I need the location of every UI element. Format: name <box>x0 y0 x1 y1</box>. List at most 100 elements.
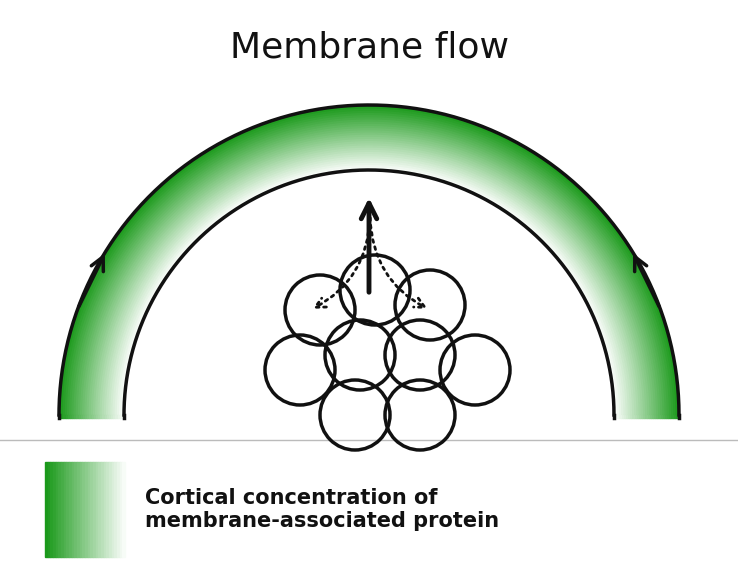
Polygon shape <box>85 415 87 418</box>
Polygon shape <box>83 129 655 415</box>
Polygon shape <box>83 415 85 418</box>
Polygon shape <box>630 415 631 418</box>
Polygon shape <box>115 415 117 418</box>
Polygon shape <box>96 462 98 557</box>
Polygon shape <box>653 415 655 418</box>
Polygon shape <box>68 114 670 415</box>
Polygon shape <box>87 133 651 415</box>
Polygon shape <box>107 415 108 418</box>
Polygon shape <box>76 122 662 415</box>
Polygon shape <box>96 415 98 418</box>
Polygon shape <box>627 415 630 418</box>
Polygon shape <box>111 157 627 415</box>
Polygon shape <box>53 462 55 557</box>
Polygon shape <box>105 151 633 415</box>
Polygon shape <box>77 462 80 557</box>
Polygon shape <box>633 415 635 418</box>
Polygon shape <box>117 415 120 418</box>
Polygon shape <box>655 415 658 418</box>
Polygon shape <box>63 415 66 418</box>
Polygon shape <box>76 415 78 418</box>
Polygon shape <box>640 415 642 418</box>
Polygon shape <box>644 415 646 418</box>
Polygon shape <box>100 415 103 418</box>
Polygon shape <box>59 105 679 415</box>
Polygon shape <box>109 462 111 557</box>
Polygon shape <box>98 462 101 557</box>
Polygon shape <box>623 415 625 418</box>
Polygon shape <box>63 109 675 415</box>
Text: Cortical concentration of
membrane-associated protein: Cortical concentration of membrane-assoc… <box>145 488 499 531</box>
Polygon shape <box>638 415 640 418</box>
Polygon shape <box>108 415 111 418</box>
Polygon shape <box>80 127 658 415</box>
Polygon shape <box>621 415 623 418</box>
Polygon shape <box>74 415 76 418</box>
Polygon shape <box>117 163 621 415</box>
Polygon shape <box>668 415 670 418</box>
Polygon shape <box>66 415 68 418</box>
Polygon shape <box>660 415 662 418</box>
Polygon shape <box>651 415 653 418</box>
Polygon shape <box>658 415 660 418</box>
Polygon shape <box>78 125 660 415</box>
Polygon shape <box>59 415 61 418</box>
Polygon shape <box>666 415 668 418</box>
Polygon shape <box>74 120 664 415</box>
Polygon shape <box>631 415 633 418</box>
Polygon shape <box>111 462 114 557</box>
Polygon shape <box>85 131 653 415</box>
Polygon shape <box>96 142 642 415</box>
Polygon shape <box>635 415 638 418</box>
Polygon shape <box>117 462 120 557</box>
Polygon shape <box>48 462 50 557</box>
Polygon shape <box>107 153 631 415</box>
Polygon shape <box>72 415 74 418</box>
Polygon shape <box>80 462 83 557</box>
Polygon shape <box>677 415 679 418</box>
Polygon shape <box>98 415 100 418</box>
Polygon shape <box>63 462 66 557</box>
Polygon shape <box>92 415 94 418</box>
Polygon shape <box>113 415 115 418</box>
Polygon shape <box>662 415 664 418</box>
Polygon shape <box>90 462 93 557</box>
Polygon shape <box>72 462 75 557</box>
Polygon shape <box>61 415 63 418</box>
Polygon shape <box>616 415 618 418</box>
Polygon shape <box>61 462 63 557</box>
Polygon shape <box>68 415 70 418</box>
Polygon shape <box>614 415 616 418</box>
Polygon shape <box>113 159 625 415</box>
Polygon shape <box>58 462 61 557</box>
Polygon shape <box>618 415 621 418</box>
Polygon shape <box>100 146 638 415</box>
Polygon shape <box>111 415 113 418</box>
Polygon shape <box>625 415 627 418</box>
Polygon shape <box>114 462 117 557</box>
Polygon shape <box>675 415 677 418</box>
Polygon shape <box>106 462 109 557</box>
Polygon shape <box>45 462 48 557</box>
Polygon shape <box>672 415 675 418</box>
Polygon shape <box>646 415 649 418</box>
Polygon shape <box>70 415 72 418</box>
Polygon shape <box>72 118 666 415</box>
Polygon shape <box>670 415 672 418</box>
Polygon shape <box>115 162 623 415</box>
Polygon shape <box>94 415 96 418</box>
Polygon shape <box>122 168 616 415</box>
Polygon shape <box>66 462 69 557</box>
Polygon shape <box>78 415 80 418</box>
Polygon shape <box>101 462 103 557</box>
Polygon shape <box>89 136 649 415</box>
Polygon shape <box>83 462 85 557</box>
Polygon shape <box>75 462 77 557</box>
Polygon shape <box>122 415 124 418</box>
Polygon shape <box>105 415 107 418</box>
Polygon shape <box>94 140 644 415</box>
Polygon shape <box>89 415 92 418</box>
Polygon shape <box>80 415 83 418</box>
Polygon shape <box>85 462 88 557</box>
Polygon shape <box>103 415 105 418</box>
